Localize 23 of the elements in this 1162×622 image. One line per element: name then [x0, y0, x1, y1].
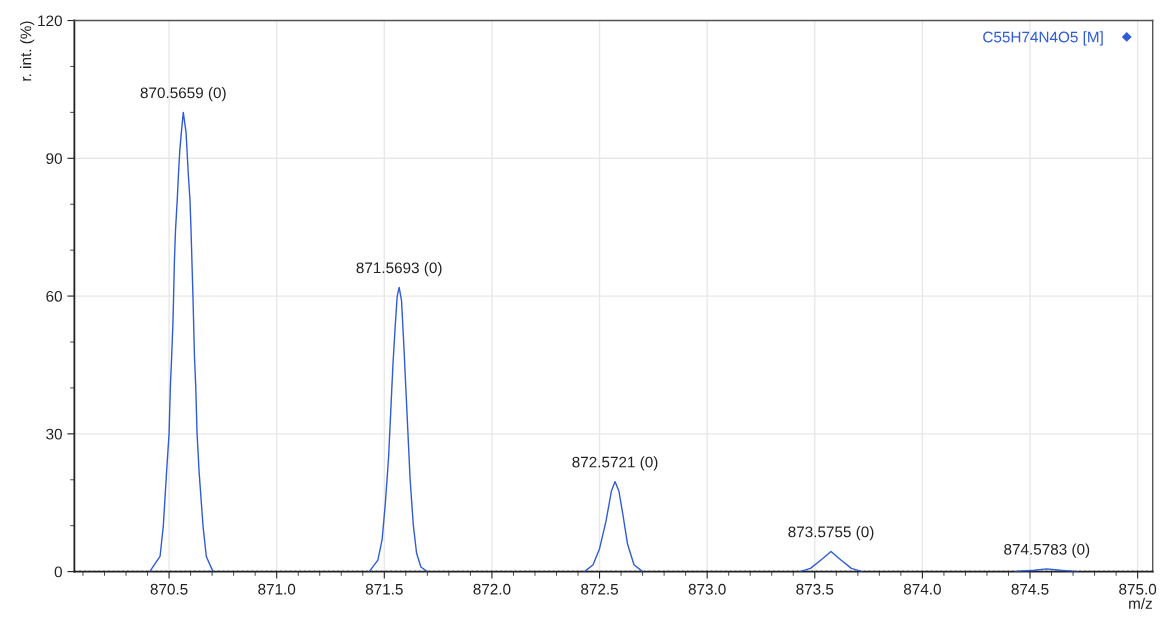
x-axis-title: m/z: [1129, 597, 1152, 609]
y-axis-title: r. int. (%): [20, 21, 35, 81]
x-tick-label: 872.5: [581, 583, 619, 595]
x-tick-label: 870.5: [150, 583, 188, 595]
y-tick-label: 90: [46, 153, 62, 164]
x-tick-label: 873.0: [688, 583, 726, 595]
x-tick-label: 871.5: [365, 583, 403, 595]
y-tick-label: 120: [38, 15, 62, 27]
x-tick-label: 873.5: [796, 583, 834, 595]
x-tick-label: 874.5: [1011, 583, 1049, 595]
annotation: 873.5755 (0): [788, 526, 874, 541]
y-tick-label: 0: [54, 566, 62, 578]
x-tick-label: 872.0: [473, 583, 511, 595]
x-tick-label: 871.0: [258, 583, 296, 595]
y-tick-label: 60: [46, 290, 62, 302]
y-tick-label: 30: [46, 428, 62, 440]
annotation: 874.5783 (0): [1004, 543, 1090, 558]
annotation: 871.5693 (0): [356, 261, 442, 277]
annotation: 872.5721 (0): [572, 456, 658, 471]
legend-label: C55H74N4O5 [M]: [983, 31, 1103, 46]
x-tick-label: 875.0: [1119, 583, 1157, 595]
annotation: 870.5659 (0): [140, 87, 226, 102]
x-tick-label: 874.0: [903, 583, 941, 595]
